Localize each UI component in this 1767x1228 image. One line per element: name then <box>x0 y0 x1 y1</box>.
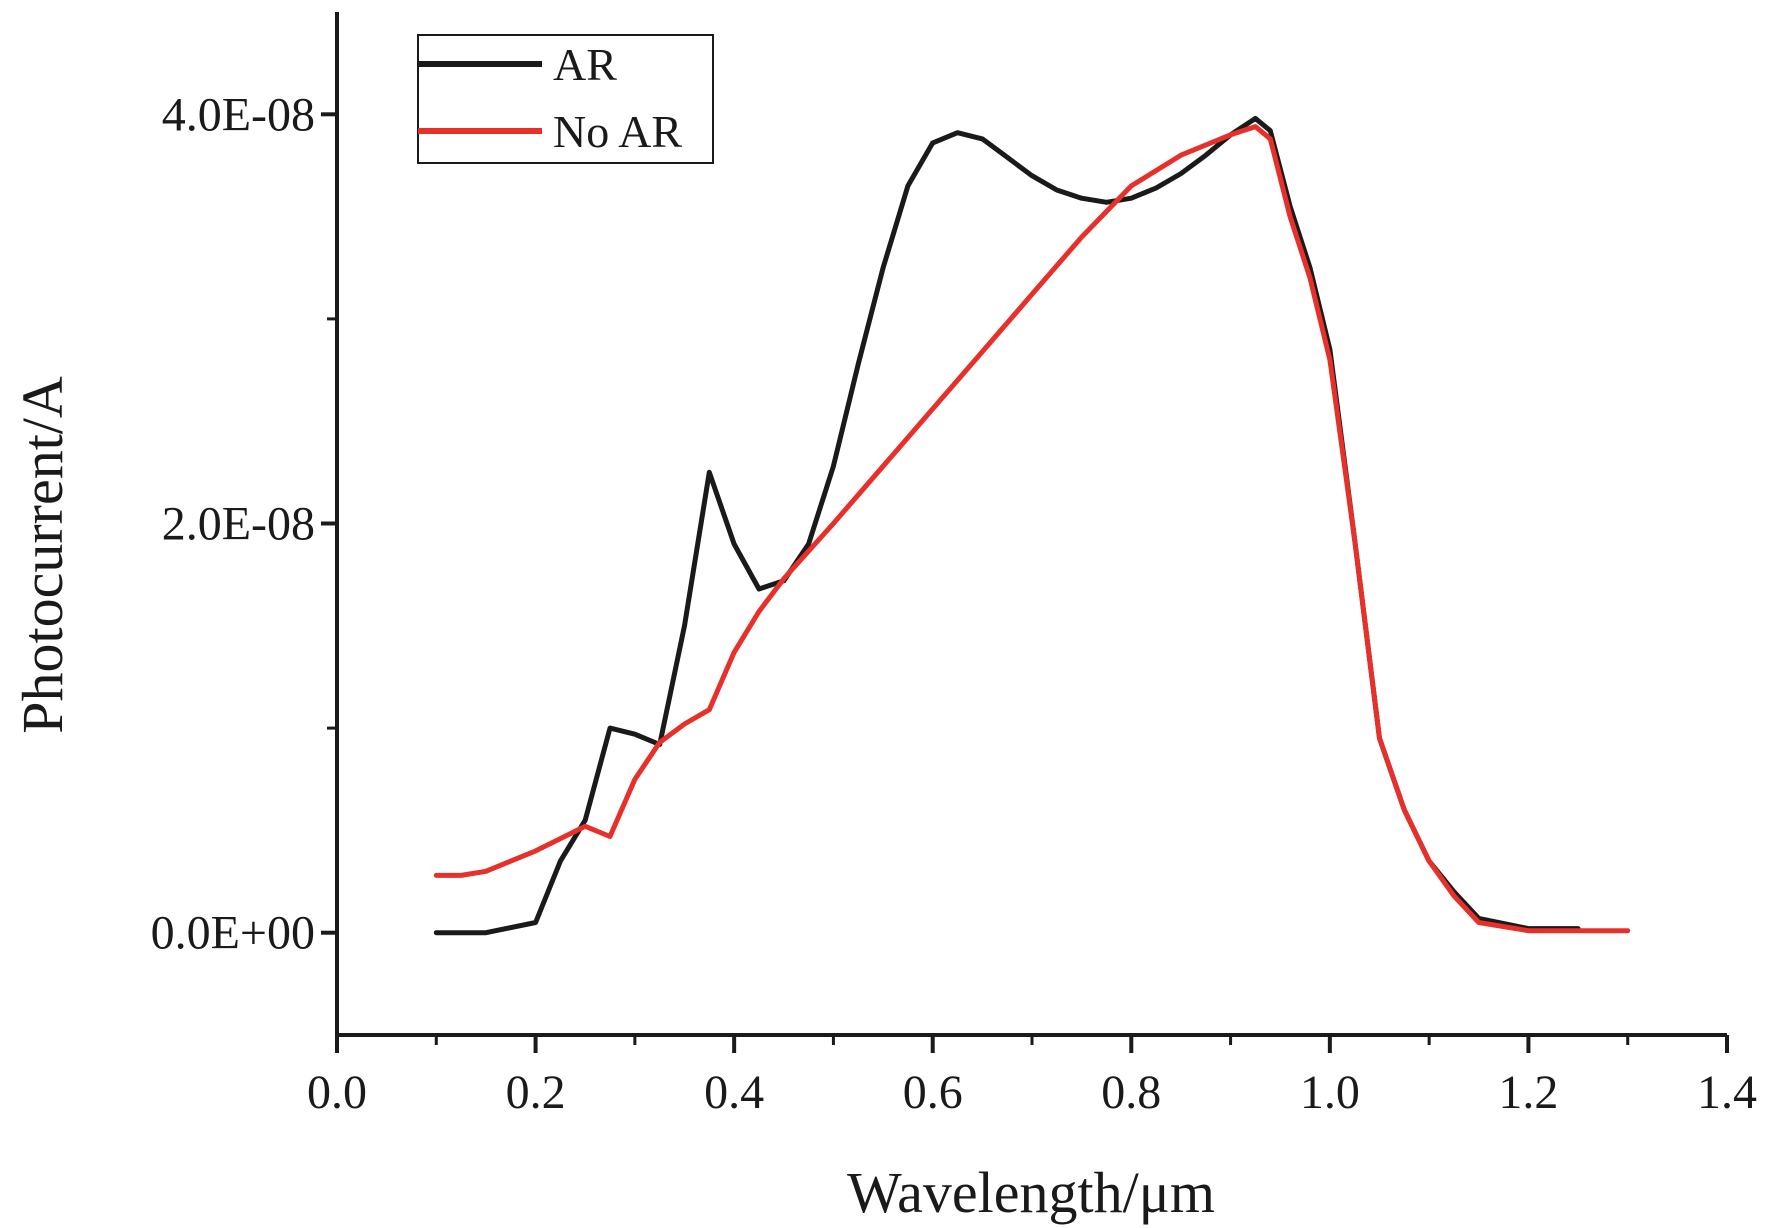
x-tick-label: 0.0 <box>307 1066 367 1119</box>
x-ticks: 0.0 0.2 0.4 0.6 0.8 1.0 1.2 1.4 <box>307 1035 1757 1119</box>
x-tick-label: 0.4 <box>704 1066 764 1119</box>
legend-box <box>417 34 714 164</box>
legend-label-no-ar: No AR <box>553 106 682 157</box>
x-axis-title: Wavelength/μm <box>847 1160 1215 1225</box>
x-tick-label: 0.8 <box>1101 1066 1161 1119</box>
y-tick-label: 0.0E+00 <box>151 907 315 960</box>
legend-label-ar: AR <box>553 39 617 90</box>
x-tick-label: 1.2 <box>1498 1066 1558 1119</box>
x-tick-label: 1.4 <box>1697 1066 1757 1119</box>
y-tick-label: 4.0E-08 <box>162 88 315 141</box>
series-line-no-ar <box>433 124 1631 934</box>
x-tick-label: 0.2 <box>506 1066 566 1119</box>
y-tick-label: 2.0E-08 <box>162 498 315 551</box>
y-ticks: 0.0E+00 2.0E-08 4.0E-08 <box>151 88 337 960</box>
legend: AR No AR <box>417 34 714 164</box>
y-axis-title: Photocurrent/A <box>10 376 75 734</box>
x-tick-label: 1.0 <box>1300 1066 1360 1119</box>
x-tick-label: 0.6 <box>903 1066 963 1119</box>
